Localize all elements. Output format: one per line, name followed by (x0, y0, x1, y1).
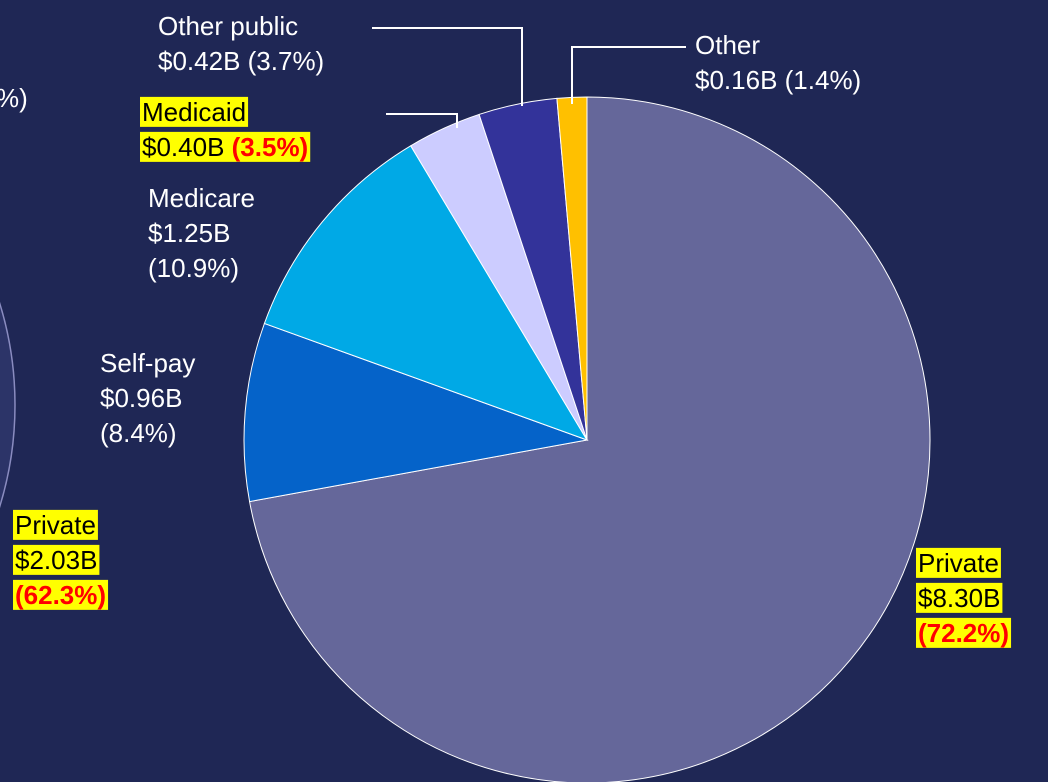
percent-label: (10.9%) (148, 253, 239, 283)
slice-label: (10.9%) (148, 253, 239, 283)
label-text: Self-pay (100, 348, 195, 378)
slice-label: $8.30B (918, 583, 1000, 613)
slice-label: (72.2%) (918, 618, 1009, 648)
label-text: Medicaid (142, 97, 246, 127)
slice-label: $2.03B (15, 545, 97, 575)
label-highlight (916, 547, 1001, 578)
pie-slice (263, 145, 589, 441)
label-text: %) (0, 83, 28, 113)
slice-label: Private (918, 548, 999, 578)
label-text: Medicare (148, 183, 255, 213)
percent-label: (8.4%) (100, 418, 177, 448)
percent-label: (3.5%) (232, 132, 309, 162)
label-text: $0.16B (695, 65, 777, 95)
slice-label: Private (15, 510, 96, 540)
label-highlight (140, 96, 249, 127)
label-text: Other public (158, 11, 298, 41)
percent-label: (1.4%) (785, 65, 862, 95)
leader-line (372, 27, 523, 106)
percent-label: (72.2%) (918, 618, 1009, 648)
slice-label: $0.96B (100, 383, 182, 413)
label-highlight (916, 582, 1003, 613)
label-highlight (13, 509, 98, 540)
pie-slice (243, 322, 589, 503)
label-text: Private (15, 510, 96, 540)
label-highlight (140, 131, 311, 162)
labels: Private $8.30B (72.2%) Self-pay $0.96B (8.4%)… (0, 11, 1012, 648)
pie (243, 96, 931, 782)
label-text: Private (918, 548, 999, 578)
percent-label: (3.7%) (248, 46, 325, 76)
slice-label: Self-pay (100, 348, 195, 378)
slice-label: (62.3%) (15, 580, 106, 610)
label-text: $0.40B (142, 132, 224, 162)
label-text: $2.03B (15, 545, 97, 575)
slice-label: (8.4%) (100, 418, 177, 448)
slice-label: Other public (158, 11, 298, 41)
label-highlight (916, 617, 1012, 648)
slice-label: Other (695, 30, 760, 60)
label-text: Other (695, 30, 760, 60)
pie-slice (248, 96, 931, 782)
label-text: $0.96B (100, 383, 182, 413)
label-text: $0.42B (158, 46, 240, 76)
label-text: $1.25B (148, 218, 230, 248)
leader-line (571, 46, 686, 104)
slice-label: $0.16B (1.4%) (695, 65, 861, 95)
left-pie-edge (0, 302, 16, 508)
slice-label: Medicaid (142, 97, 246, 127)
slice-label: $1.25B (148, 218, 230, 248)
slice-label: Medicare (148, 183, 255, 213)
label-highlight (13, 544, 100, 575)
leader-line (386, 113, 458, 128)
percent-label: (62.3%) (15, 580, 106, 610)
slice-label: %) (0, 83, 28, 113)
slice-label: $0.40B (3.5%) (142, 132, 308, 162)
label-highlight (13, 579, 109, 610)
slice-label: $0.42B (3.7%) (158, 46, 324, 76)
label-text: $8.30B (918, 583, 1000, 613)
